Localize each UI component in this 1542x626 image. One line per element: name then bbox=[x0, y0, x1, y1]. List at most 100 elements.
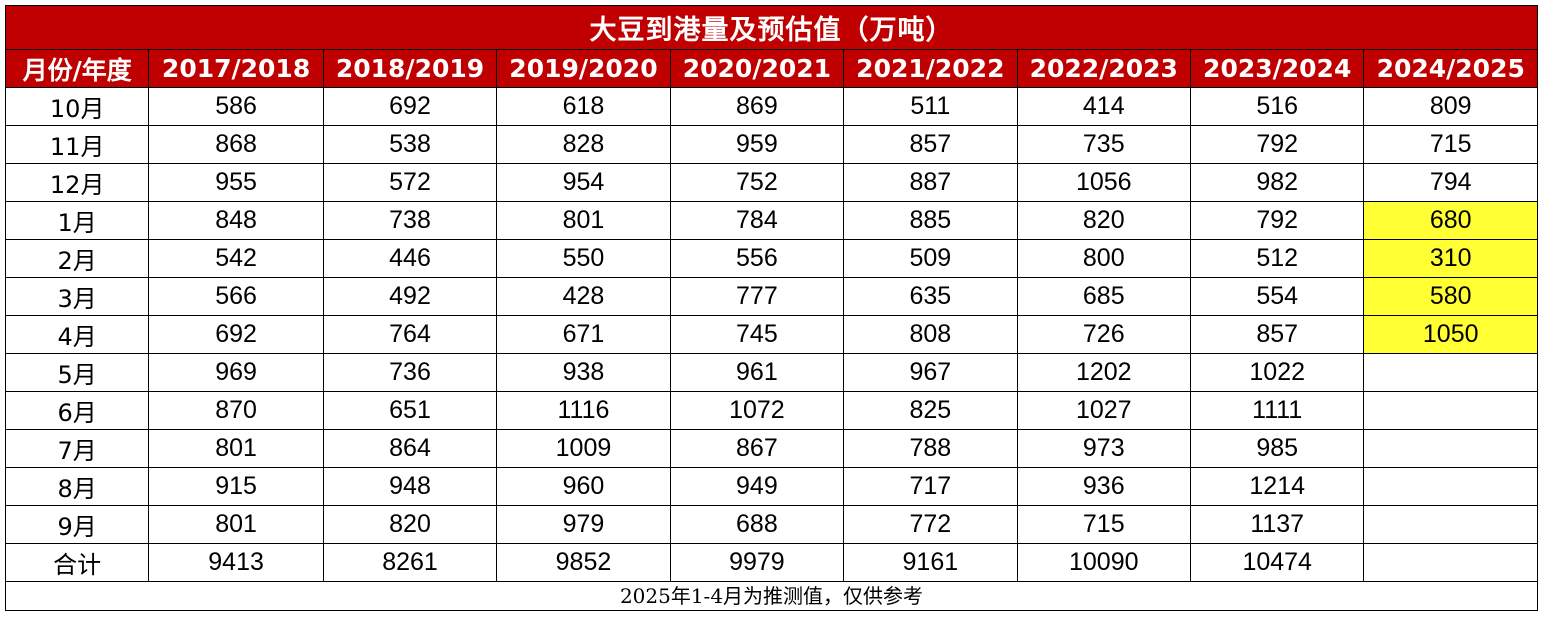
table-cell: 982 bbox=[1189, 163, 1365, 202]
table-cell: 715 bbox=[1363, 125, 1538, 164]
table-cell: 800 bbox=[1016, 239, 1191, 278]
estimated-value-cell: 310 bbox=[1363, 239, 1538, 278]
table-cell: 857 bbox=[843, 125, 1018, 164]
corner-header: 月份/年度 bbox=[4, 49, 150, 88]
table-cell: 509 bbox=[843, 239, 1018, 278]
table-cell: 688 bbox=[669, 505, 845, 544]
table-cell: 556 bbox=[669, 239, 845, 278]
table-cell: 542 bbox=[148, 239, 324, 278]
table-row: 5月 969 736 938 961 967 1202 1022 bbox=[4, 353, 1538, 392]
table-row: 1月 848 738 801 784 885 820 792 680 bbox=[4, 201, 1538, 240]
table-cell: 1072 bbox=[669, 391, 845, 430]
column-header: 2023/2024 bbox=[1189, 49, 1365, 88]
table-cell: 1116 bbox=[496, 391, 671, 430]
table-cell: 960 bbox=[496, 467, 671, 506]
table-cell: 869 bbox=[669, 87, 845, 126]
table-cell: 586 bbox=[148, 87, 324, 126]
table-cell: 651 bbox=[322, 391, 498, 430]
table-cell: 538 bbox=[322, 125, 498, 164]
table-cell: 870 bbox=[148, 391, 324, 430]
table-cell: 745 bbox=[669, 315, 845, 354]
table-cell: 792 bbox=[1189, 125, 1365, 164]
table-cell: 828 bbox=[496, 125, 671, 164]
table-cell: 1027 bbox=[1016, 391, 1191, 430]
table-cell: 979 bbox=[496, 505, 671, 544]
table-cell: 8261 bbox=[322, 543, 498, 582]
table-row: 合计 9413 8261 9852 9979 9161 10090 10474 bbox=[4, 543, 1538, 582]
table-cell: 788 bbox=[843, 429, 1018, 468]
table-cell: 857 bbox=[1189, 315, 1365, 354]
table-cell: 848 bbox=[148, 201, 324, 240]
table-cell: 1111 bbox=[1189, 391, 1365, 430]
table-cell: 446 bbox=[322, 239, 498, 278]
table-cell bbox=[1363, 429, 1538, 468]
header-row: 月份/年度 2017/2018 2018/2019 2019/2020 2020/20… bbox=[4, 49, 1538, 88]
table-cell: 772 bbox=[843, 505, 1018, 544]
table-cell: 808 bbox=[843, 315, 1018, 354]
table-cell: 967 bbox=[843, 353, 1018, 392]
table-cell: 512 bbox=[1189, 239, 1365, 278]
table-cell: 825 bbox=[843, 391, 1018, 430]
table-cell: 938 bbox=[496, 353, 671, 392]
column-header: 2022/2023 bbox=[1016, 49, 1191, 88]
table-cell: 867 bbox=[669, 429, 845, 468]
table-cell bbox=[1363, 543, 1538, 582]
table-cell: 1009 bbox=[496, 429, 671, 468]
table-cell: 936 bbox=[1016, 467, 1191, 506]
table-cell bbox=[1363, 353, 1538, 392]
soybean-arrival-table: 大豆到港量及预估值（万吨） 月份/年度 2017/2018 2018/2019 20… bbox=[4, 5, 1538, 611]
row-label: 7月 bbox=[4, 429, 150, 468]
table-cell: 715 bbox=[1016, 505, 1191, 544]
table-cell: 885 bbox=[843, 201, 1018, 240]
table-row: 2月 542 446 550 556 509 800 512 310 bbox=[4, 239, 1538, 278]
table-cell: 635 bbox=[843, 277, 1018, 316]
table-cell: 738 bbox=[322, 201, 498, 240]
table-cell: 809 bbox=[1363, 87, 1538, 126]
table-cell: 554 bbox=[1189, 277, 1365, 316]
table-cell: 915 bbox=[148, 467, 324, 506]
row-label: 4月 bbox=[4, 315, 150, 354]
table-cell: 685 bbox=[1016, 277, 1191, 316]
table-cell: 794 bbox=[1363, 163, 1538, 202]
table-row: 9月 801 820 979 688 772 715 1137 bbox=[4, 505, 1538, 544]
table-cell: 550 bbox=[496, 239, 671, 278]
arrival-table-container: 大豆到港量及预估值（万吨） 月份/年度 2017/2018 2018/2019 20… bbox=[4, 5, 1538, 611]
row-label: 1月 bbox=[4, 201, 150, 240]
table-cell: 959 bbox=[669, 125, 845, 164]
table-cell: 10090 bbox=[1016, 543, 1191, 582]
table-cell: 777 bbox=[669, 277, 845, 316]
table-cell: 949 bbox=[669, 467, 845, 506]
table-cell: 820 bbox=[1016, 201, 1191, 240]
footnote: 2025年1-4月为推测值，仅供参考 bbox=[5, 581, 1538, 611]
table-cell: 801 bbox=[496, 201, 671, 240]
table-cell: 820 bbox=[322, 505, 498, 544]
table-cell: 9161 bbox=[843, 543, 1018, 582]
table-cell: 954 bbox=[496, 163, 671, 202]
column-header: 2019/2020 bbox=[496, 49, 671, 88]
table-cell: 969 bbox=[148, 353, 324, 392]
row-label: 5月 bbox=[4, 353, 150, 392]
row-label: 11月 bbox=[4, 125, 150, 164]
row-label: 6月 bbox=[4, 391, 150, 430]
estimated-value-cell: 680 bbox=[1363, 201, 1538, 240]
table-row: 10月 586 692 618 869 511 414 516 809 bbox=[4, 87, 1538, 126]
row-label: 合计 bbox=[4, 543, 150, 582]
table-row: 7月 801 864 1009 867 788 973 985 bbox=[4, 429, 1538, 468]
table-cell: 752 bbox=[669, 163, 845, 202]
table-cell: 792 bbox=[1189, 201, 1365, 240]
table-row: 8月 915 948 960 949 717 936 1214 bbox=[4, 467, 1538, 506]
table-cell: 428 bbox=[496, 277, 671, 316]
table-cell bbox=[1363, 467, 1538, 506]
table-cell bbox=[1363, 505, 1538, 544]
table-cell: 801 bbox=[148, 429, 324, 468]
table-cell: 572 bbox=[322, 163, 498, 202]
estimated-value-cell: 1050 bbox=[1363, 315, 1538, 354]
column-header: 2020/2021 bbox=[669, 49, 845, 88]
table-row: 4月 692 764 671 745 808 726 857 1050 bbox=[4, 315, 1538, 354]
column-header: 2021/2022 bbox=[843, 49, 1018, 88]
row-label: 12月 bbox=[4, 163, 150, 202]
table-cell: 9979 bbox=[669, 543, 845, 582]
table-cell: 868 bbox=[148, 125, 324, 164]
column-header: 2017/2018 bbox=[148, 49, 324, 88]
table-cell: 764 bbox=[322, 315, 498, 354]
